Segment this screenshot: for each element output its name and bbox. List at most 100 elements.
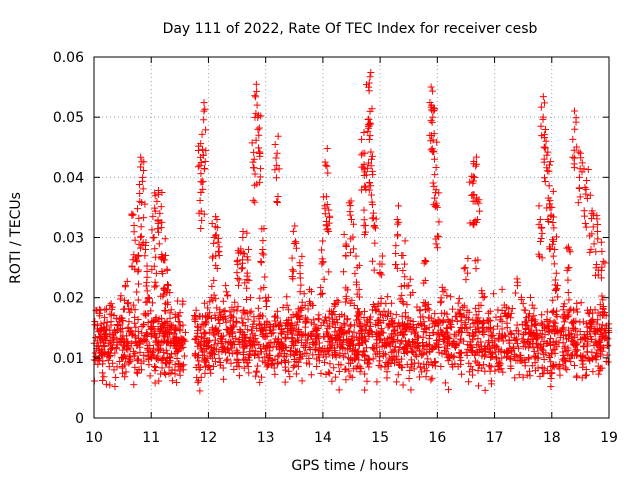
data-point — [256, 294, 264, 302]
data-point — [328, 377, 336, 385]
data-point — [163, 265, 171, 273]
data-point — [130, 348, 138, 356]
data-point — [601, 259, 609, 267]
data-point — [348, 348, 356, 356]
data-point — [110, 366, 118, 374]
data-point — [157, 370, 165, 378]
data-point — [522, 314, 530, 322]
data-point — [469, 177, 477, 185]
data-point — [196, 364, 204, 372]
data-point — [256, 173, 264, 181]
data-point — [443, 324, 451, 332]
data-point — [552, 286, 560, 294]
data-point — [227, 339, 235, 347]
data-point — [597, 350, 605, 358]
data-point — [357, 338, 365, 346]
data-point — [388, 315, 396, 323]
data-point — [156, 346, 164, 354]
data-point — [350, 220, 358, 228]
data-point — [128, 263, 136, 271]
data-point — [109, 359, 117, 367]
data-point — [360, 313, 368, 321]
data-point — [251, 352, 259, 360]
data-point — [107, 351, 115, 359]
data-point — [192, 335, 200, 343]
data-point — [134, 328, 142, 336]
data-point — [567, 358, 575, 366]
data-point — [246, 348, 254, 356]
data-point — [392, 311, 400, 319]
data-point — [230, 366, 238, 374]
data-point — [474, 335, 482, 343]
data-point — [547, 374, 555, 382]
data-point — [289, 275, 297, 283]
data-point — [106, 353, 114, 361]
data-point — [549, 252, 557, 260]
data-point — [167, 369, 175, 377]
data-point — [128, 211, 136, 219]
data-point — [198, 216, 206, 224]
data-point — [505, 336, 513, 344]
data-point — [359, 350, 367, 358]
data-point — [545, 218, 553, 226]
data-point — [172, 324, 180, 332]
data-point — [547, 334, 555, 342]
data-point — [530, 304, 538, 312]
data-point — [300, 330, 308, 338]
data-point — [373, 336, 381, 344]
data-point — [597, 238, 605, 246]
data-point — [345, 335, 353, 343]
data-point — [249, 196, 257, 204]
data-point — [273, 307, 281, 315]
data-point — [305, 331, 313, 339]
data-point — [219, 297, 227, 305]
data-point — [597, 274, 605, 282]
data-point — [123, 277, 131, 285]
data-point — [283, 293, 291, 301]
data-point — [554, 293, 562, 301]
data-point — [348, 373, 356, 381]
data-point — [473, 341, 481, 349]
x-tick-label: 15 — [371, 430, 389, 446]
data-point — [326, 212, 334, 220]
data-point — [498, 325, 506, 333]
data-point — [289, 267, 297, 275]
data-point — [340, 320, 348, 328]
data-point — [368, 105, 376, 113]
data-point — [161, 318, 169, 326]
data-point — [589, 355, 597, 363]
data-point — [298, 377, 306, 385]
data-point — [394, 371, 402, 379]
data-point — [197, 373, 205, 381]
data-point — [549, 240, 557, 248]
data-point — [375, 330, 383, 338]
data-point — [303, 339, 311, 347]
data-point — [324, 169, 332, 177]
data-point — [334, 332, 342, 340]
data-point — [151, 283, 159, 291]
data-point — [311, 341, 319, 349]
data-point — [467, 338, 475, 346]
data-point — [348, 215, 355, 223]
data-point — [246, 294, 254, 302]
data-point — [137, 366, 145, 374]
data-point — [593, 261, 601, 269]
data-point — [398, 291, 406, 299]
data-point — [389, 338, 397, 346]
data-point — [204, 304, 212, 312]
data-point — [498, 317, 506, 325]
data-point — [281, 333, 289, 341]
data-point — [101, 342, 109, 350]
data-point — [97, 320, 105, 328]
data-point — [475, 307, 483, 315]
data-point — [481, 386, 489, 394]
data-point — [530, 312, 538, 320]
data-point — [571, 333, 579, 341]
data-point — [519, 342, 527, 350]
data-point — [274, 132, 282, 140]
data-point — [394, 220, 402, 228]
data-point — [551, 341, 559, 349]
data-point — [234, 358, 242, 366]
data-point — [575, 148, 583, 156]
data-point — [371, 224, 379, 232]
